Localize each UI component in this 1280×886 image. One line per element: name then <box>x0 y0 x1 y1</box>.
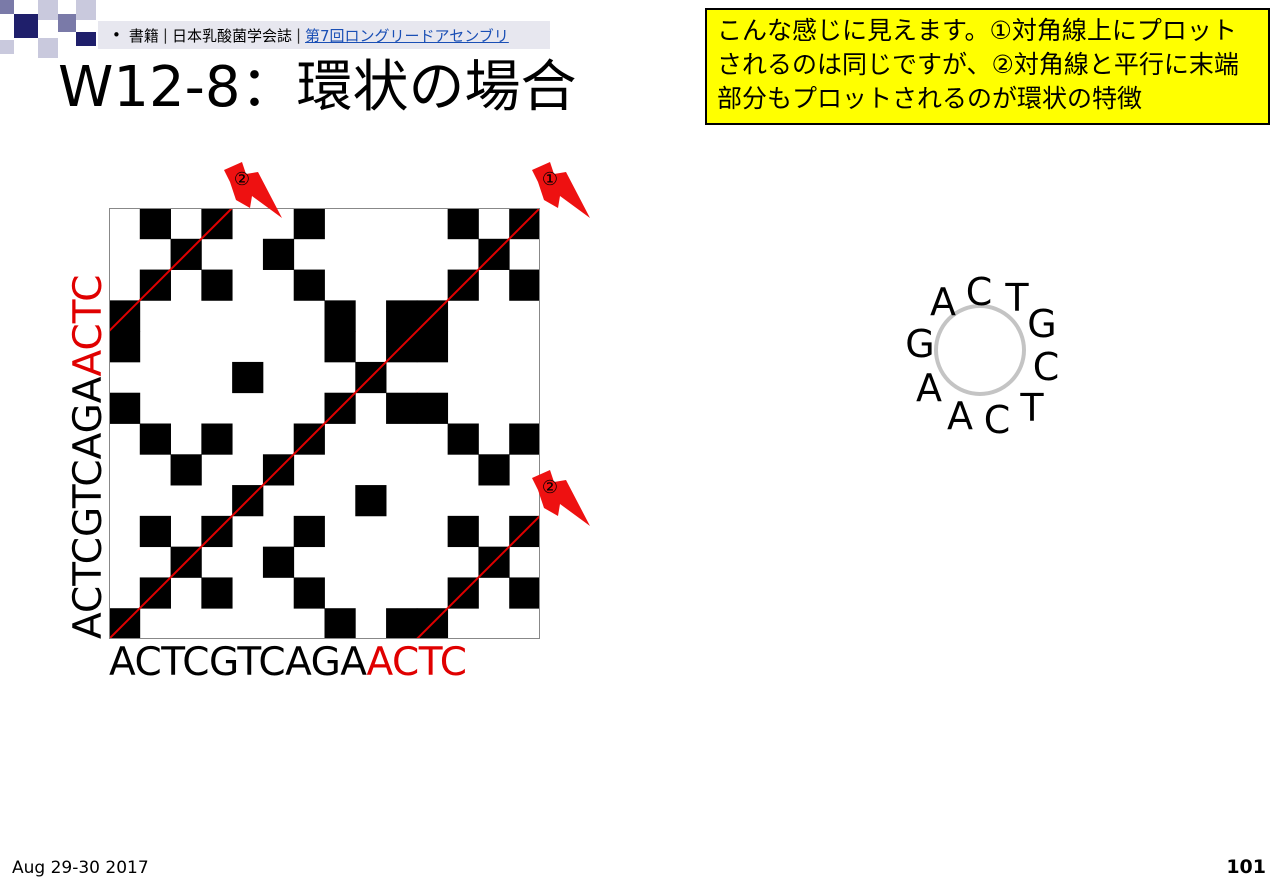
dot-plot-cell <box>386 392 418 424</box>
x-axis-sequence: ACTCGTCAGA ACTC <box>109 640 467 686</box>
arrow-label: ② <box>541 477 559 498</box>
base-label: C <box>965 270 993 314</box>
y-sequence-main: ACTCGTCAGA <box>66 376 111 640</box>
dot-plot-cell <box>139 208 171 240</box>
dot-plot-cell <box>109 392 141 424</box>
dot-plot-matrix <box>109 208 540 639</box>
dot-plot-cell <box>324 608 356 639</box>
dot-plot-cell <box>201 269 233 301</box>
base-label: C <box>983 398 1011 442</box>
breadcrumb-separator: | <box>295 26 302 44</box>
breadcrumb: • 書籍 | 日本乳酸菌学会誌 | 第7回ロングリードアセンブリ <box>98 21 550 49</box>
dot-plot-cell <box>355 485 387 517</box>
diagonal-line <box>109 208 233 332</box>
breadcrumb-bullet: • <box>112 26 121 44</box>
circular-sequence: A C T G C T C A A G <box>890 262 1090 442</box>
base-label: G <box>905 322 935 366</box>
dot-plot-cell <box>293 208 325 240</box>
dot-plot-cell <box>509 577 540 609</box>
base-label: A <box>916 366 942 410</box>
y-sequence-repeat: ACTC <box>66 274 111 377</box>
dot-plot-cell <box>324 331 356 363</box>
breadcrumb-item-books[interactable]: 書籍 <box>128 26 159 45</box>
page-number: 101 <box>1226 856 1266 878</box>
diagonal-line <box>109 208 540 639</box>
dot-plot-cell <box>447 423 479 455</box>
dot-plot-cell <box>509 423 540 455</box>
base-label: T <box>1020 386 1044 430</box>
base-label: A <box>930 280 956 324</box>
dot-plot-cell <box>509 269 540 301</box>
arrow-label: ② <box>233 169 251 190</box>
base-label: A <box>947 394 973 438</box>
dot-plot-cell <box>478 454 510 486</box>
x-sequence-repeat: ACTC <box>366 640 468 685</box>
dot-plot-cell <box>109 331 141 363</box>
dot-plot-cell <box>386 608 418 639</box>
corner-decoration <box>0 0 100 60</box>
dot-plot-cell <box>447 208 479 240</box>
dot-plot-cell <box>386 300 418 332</box>
note-text: こんな感じに見えます。①対角線上にプロットされるのは同じですが、②対角線と平行に… <box>717 16 1239 113</box>
x-sequence-main: ACTCGTCAGA <box>109 640 367 685</box>
footer-date: Aug 29-30 2017 <box>12 858 149 878</box>
arrow-label: ① <box>541 169 559 190</box>
arrow-marker-top-right: ① <box>528 158 590 218</box>
dot-plot-cell <box>416 392 449 424</box>
dot-plot-cell <box>416 331 449 363</box>
dot-plot-cell <box>293 269 325 301</box>
dot-plot-cell <box>447 515 479 548</box>
diagonal-line <box>416 515 540 639</box>
page-title: W12-8：環状の場合 <box>58 55 577 120</box>
dot-plot-cell <box>262 546 295 578</box>
dot-plot-cell <box>324 300 356 332</box>
arrow-marker-top-left: ② <box>220 158 282 218</box>
arrow-marker-right-middle: ② <box>528 466 590 526</box>
note-callout: こんな感じに見えます。①対角線上にプロットされるのは同じですが、②対角線と平行に… <box>705 8 1270 125</box>
breadcrumb-link-long-read-assembly[interactable]: 第7回ロングリードアセンブリ <box>305 26 509 45</box>
dot-plot-cell <box>293 577 325 609</box>
dot-plot-cell <box>139 423 171 455</box>
dot-plot-cell <box>262 238 295 270</box>
dot-plot-cell <box>170 454 202 486</box>
circular-ring <box>934 304 1026 396</box>
dot-plot-cell <box>201 423 233 455</box>
base-label: C <box>1032 345 1060 389</box>
dot-plot-cell <box>201 577 233 609</box>
dot-plot-cell <box>293 515 325 548</box>
breadcrumb-separator: | <box>162 26 168 44</box>
base-label: T <box>1005 276 1029 320</box>
y-axis-sequence: ACTCGTCAGA ACTC <box>66 275 112 640</box>
breadcrumb-item-journal[interactable]: 日本乳酸菌学会誌 <box>171 26 292 45</box>
base-label: G <box>1027 302 1057 346</box>
dot-plot-cell <box>232 361 264 394</box>
dot-plot-cell <box>139 515 171 548</box>
